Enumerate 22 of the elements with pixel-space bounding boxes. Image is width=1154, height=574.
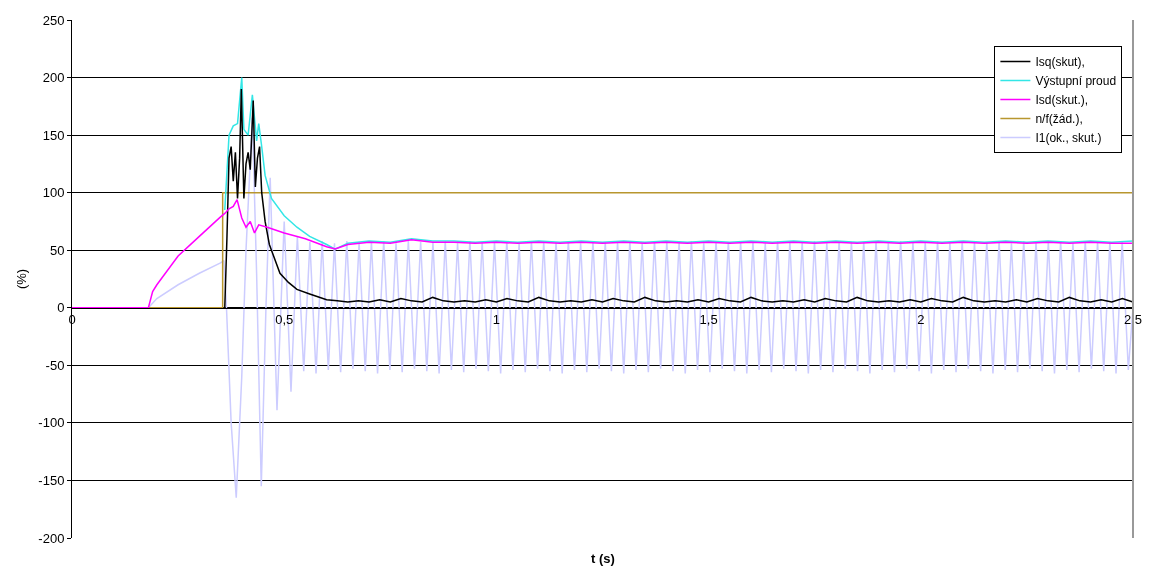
x-axis-title: t (s) <box>591 551 615 566</box>
legend-label: Výstupní proud <box>1035 74 1117 89</box>
legend-label: Isq(skut), <box>1035 55 1085 70</box>
y-tick-label: 150 <box>42 127 65 143</box>
y-tick-label: 200 <box>42 70 65 86</box>
y-tick-label: 50 <box>49 242 65 258</box>
x-tick-label: 1 <box>492 312 501 328</box>
x-tick-label: 1,5 <box>699 312 718 328</box>
y-axis-title: (%) <box>14 268 30 290</box>
line-series <box>224 76 1133 250</box>
x-tick-label: 2 <box>917 312 925 328</box>
y-tick-label: -200 <box>38 530 65 546</box>
y-tick-label: -50 <box>45 357 65 373</box>
y-tick-label: 100 <box>42 185 65 201</box>
y-tick-label: -100 <box>38 415 65 431</box>
legend-label: I1(ok., skut.) <box>1035 131 1102 146</box>
y-tick-label: 0 <box>57 300 65 316</box>
x-tick-label: 0,5 <box>275 312 294 328</box>
legend-label: n/f(žád.), <box>1035 112 1083 127</box>
y-tick-label: 250 <box>42 12 65 28</box>
y-tick-label: -150 <box>38 472 65 488</box>
legend-label: Isd(skut.), <box>1035 93 1089 108</box>
